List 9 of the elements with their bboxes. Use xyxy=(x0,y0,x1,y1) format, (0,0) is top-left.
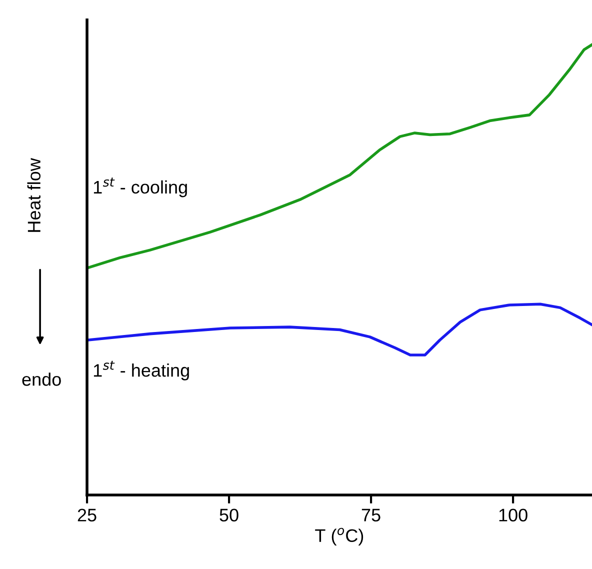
text: 1$^{st}$ - cooling xyxy=(94,178,187,198)
x-tick-label: 25 xyxy=(78,508,96,522)
text: endo xyxy=(22,372,61,386)
x-tick-label: 75 xyxy=(362,508,380,522)
x-tick-label: 50 xyxy=(220,508,238,522)
series-label: 1$^{st}$ - heating xyxy=(94,360,189,380)
y-axis-title: Heat flow xyxy=(27,158,41,232)
x-axis-title: T ($^{o}$C) xyxy=(315,528,364,546)
x-tick-label: 100 xyxy=(499,508,528,522)
